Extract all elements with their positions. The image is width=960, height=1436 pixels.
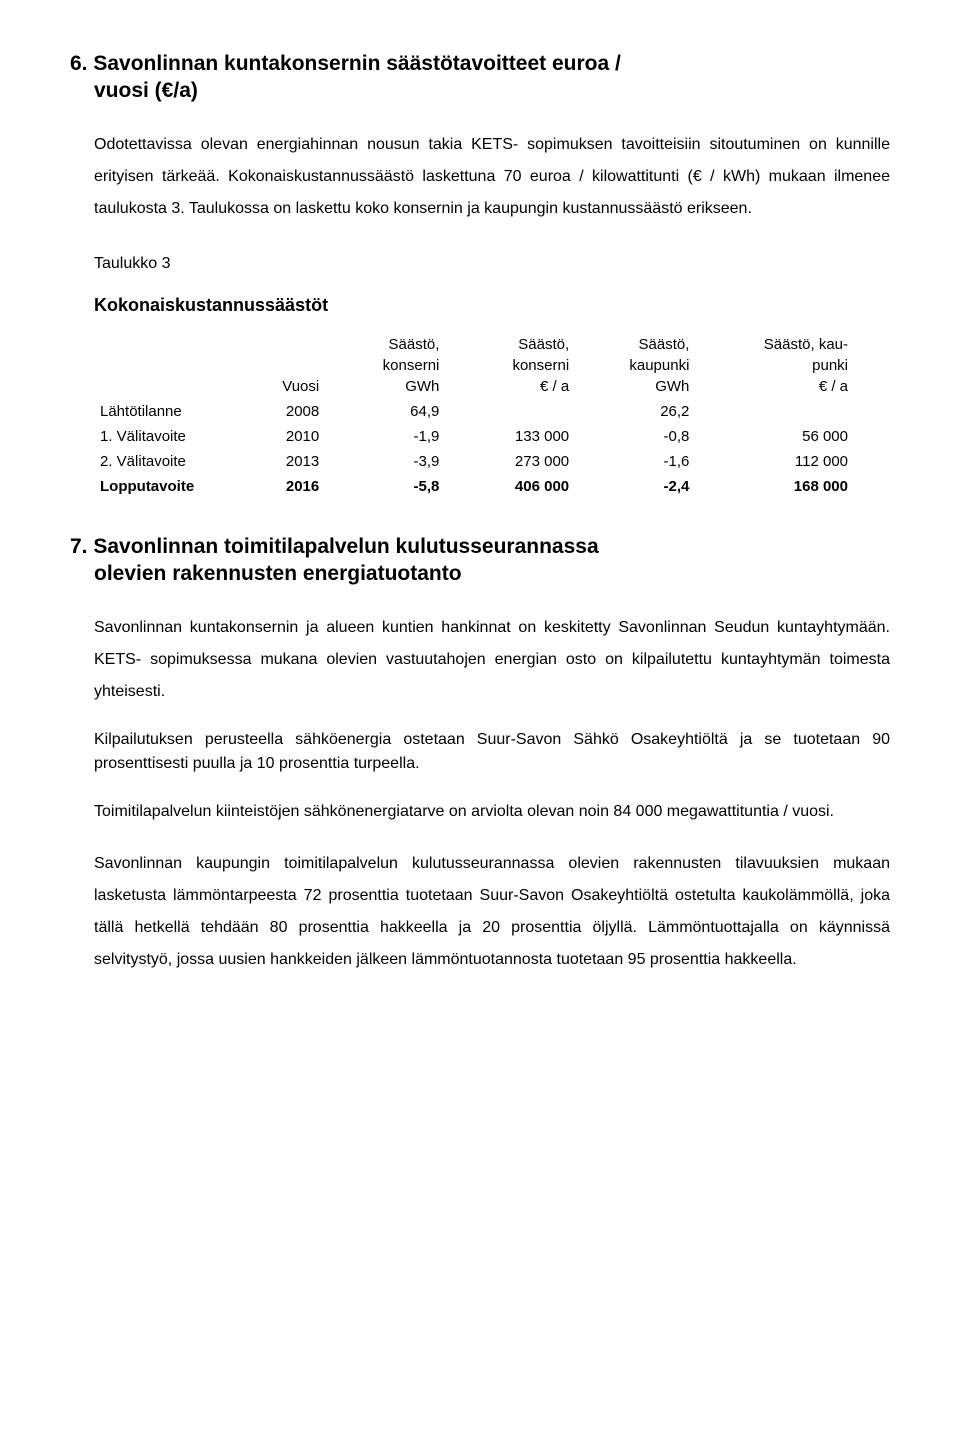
th-kpe-l2: punki — [812, 357, 848, 374]
table-row: Lähtötilanne 2008 64,9 26,2 — [94, 399, 854, 424]
section6-para1: Odotettavissa olevan energiahinnan nousu… — [94, 129, 890, 225]
cell-keur: 273 000 — [445, 449, 575, 474]
section6-heading-line2: vuosi (€/a) — [70, 77, 890, 104]
cell-year: 2013 — [244, 449, 325, 474]
table3-title: Kokonaiskustannussäästöt — [94, 293, 890, 318]
cell-kpgwh: 26,2 — [575, 399, 695, 424]
cell-label: 1. Välitavoite — [94, 424, 244, 449]
th-year: Vuosi — [244, 332, 325, 399]
cell-kpeur — [695, 399, 854, 424]
th-kaupunki-gwh: Säästö, kaupunki GWh — [575, 332, 695, 399]
section7-para4: Savonlinnan kaupungin toimitilapalvelun … — [94, 848, 890, 976]
cell-kgwh: 64,9 — [325, 399, 445, 424]
section7-para2: Kilpailutuksen perusteella sähköenergia … — [94, 728, 890, 776]
th-kg-l3: GWh — [405, 378, 439, 395]
savings-table: Vuosi Säästö, konserni GWh Säästö, konse… — [94, 332, 854, 499]
th-ke-l2: konserni — [512, 357, 569, 374]
table-row: 1. Välitavoite 2010 -1,9 133 000 -0,8 56… — [94, 424, 854, 449]
th-label — [94, 332, 244, 399]
cell-keur: 406 000 — [445, 474, 575, 499]
th-kpg-l1: Säästö, — [639, 336, 690, 353]
cell-keur — [445, 399, 575, 424]
th-kg-l2: konserni — [383, 357, 440, 374]
cell-kpgwh: -2,4 — [575, 474, 695, 499]
table-row-final: Lopputavoite 2016 -5,8 406 000 -2,4 168 … — [94, 474, 854, 499]
table-header-row: Vuosi Säästö, konserni GWh Säästö, konse… — [94, 332, 854, 399]
cell-year: 2008 — [244, 399, 325, 424]
th-kpe-l3: € / a — [819, 378, 848, 395]
section7-para1: Savonlinnan kuntakonsernin ja alueen kun… — [94, 612, 890, 708]
cell-keur: 133 000 — [445, 424, 575, 449]
th-ke-l3: € / a — [540, 378, 569, 395]
cell-kpgwh: -0,8 — [575, 424, 695, 449]
section7-heading-line2: olevien rakennusten energiatuotanto — [70, 560, 890, 587]
th-kpg-l3: GWh — [655, 378, 689, 395]
th-year-text: Vuosi — [282, 378, 319, 395]
cell-kpeur: 112 000 — [695, 449, 854, 474]
th-kaupunki-eur: Säästö, kau- punki € / a — [695, 332, 854, 399]
cell-label: Lopputavoite — [94, 474, 244, 499]
th-kg-l1: Säästö, — [389, 336, 440, 353]
th-ke-l1: Säästö, — [518, 336, 569, 353]
section7-para3: Toimitilapalvelun kiinteistöjen sähkönen… — [94, 796, 890, 828]
cell-kpeur: 56 000 — [695, 424, 854, 449]
section7-heading: 7. Savonlinnan toimitilapalvelun kulutus… — [70, 533, 890, 588]
cell-kgwh: -1,9 — [325, 424, 445, 449]
cell-year: 2010 — [244, 424, 325, 449]
table-row: 2. Välitavoite 2013 -3,9 273 000 -1,6 11… — [94, 449, 854, 474]
section7-heading-line1: 7. Savonlinnan toimitilapalvelun kulutus… — [70, 535, 599, 558]
cell-kpgwh: -1,6 — [575, 449, 695, 474]
th-kpg-l2: kaupunki — [629, 357, 689, 374]
section6-heading-line1: 6. Savonlinnan kuntakonsernin säästötavo… — [70, 52, 621, 75]
th-konserni-eur: Säästö, konserni € / a — [445, 332, 575, 399]
table3-caption: Taulukko 3 — [94, 253, 890, 275]
section6-heading: 6. Savonlinnan kuntakonsernin säästötavo… — [70, 50, 890, 105]
th-kpe-l1: Säästö, kau- — [764, 336, 848, 353]
cell-kpeur: 168 000 — [695, 474, 854, 499]
cell-kgwh: -5,8 — [325, 474, 445, 499]
cell-year: 2016 — [244, 474, 325, 499]
cell-label: 2. Välitavoite — [94, 449, 244, 474]
th-konserni-gwh: Säästö, konserni GWh — [325, 332, 445, 399]
cell-kgwh: -3,9 — [325, 449, 445, 474]
cell-label: Lähtötilanne — [94, 399, 244, 424]
